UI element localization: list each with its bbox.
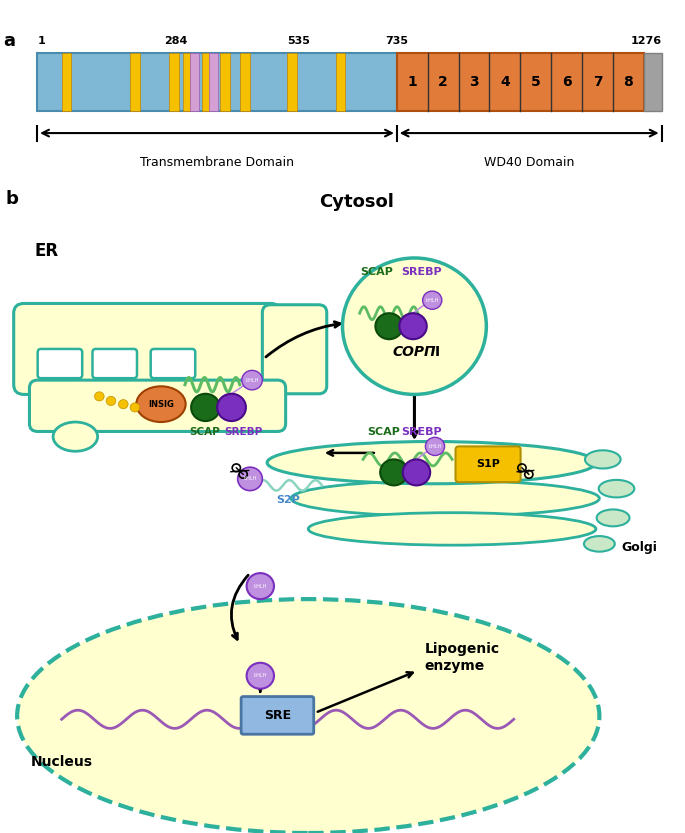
Text: a: a — [3, 32, 15, 50]
FancyBboxPatch shape — [456, 446, 521, 482]
Text: bHLH: bHLH — [253, 673, 267, 678]
Text: bHLH: bHLH — [253, 584, 267, 589]
Circle shape — [403, 460, 430, 486]
Circle shape — [95, 392, 104, 401]
Circle shape — [423, 291, 442, 309]
Bar — [62, 52, 71, 112]
Text: S1P: S1P — [476, 459, 499, 469]
Ellipse shape — [17, 599, 599, 833]
Text: 4: 4 — [500, 75, 510, 89]
Text: 6: 6 — [562, 75, 571, 89]
Text: INSIG: INSIG — [148, 400, 174, 409]
Circle shape — [375, 313, 403, 339]
Bar — [169, 52, 179, 112]
Bar — [130, 52, 140, 112]
Text: SREBP: SREBP — [401, 267, 442, 277]
Text: 535: 535 — [288, 36, 310, 46]
Text: COPΠ: COPΠ — [393, 345, 436, 359]
Text: SCAP: SCAP — [367, 426, 400, 436]
Text: SCAP: SCAP — [360, 267, 393, 277]
Circle shape — [425, 437, 445, 456]
Bar — [210, 52, 219, 112]
Text: bHLH: bHLH — [245, 377, 259, 382]
Text: 1276: 1276 — [630, 36, 662, 46]
Text: Lipogenic
enzyme: Lipogenic enzyme — [425, 642, 500, 673]
Text: I: I — [434, 345, 440, 359]
Bar — [240, 52, 250, 112]
Text: 735: 735 — [385, 36, 408, 46]
Circle shape — [247, 663, 274, 689]
Ellipse shape — [585, 451, 621, 468]
Text: 3: 3 — [469, 75, 479, 89]
Circle shape — [342, 258, 486, 394]
Circle shape — [130, 403, 140, 412]
Bar — [644, 52, 662, 112]
Circle shape — [242, 371, 262, 390]
Text: 1: 1 — [408, 75, 417, 89]
FancyBboxPatch shape — [14, 303, 281, 395]
Ellipse shape — [584, 536, 615, 551]
Bar — [190, 52, 199, 112]
Text: Golgi: Golgi — [622, 541, 658, 554]
Bar — [287, 52, 297, 112]
Bar — [336, 52, 345, 112]
Ellipse shape — [53, 422, 98, 451]
Ellipse shape — [291, 481, 599, 516]
Circle shape — [191, 394, 220, 421]
Ellipse shape — [41, 378, 96, 411]
Circle shape — [399, 313, 427, 339]
Ellipse shape — [267, 441, 596, 484]
Text: bHLH: bHLH — [243, 476, 257, 481]
Circle shape — [238, 467, 262, 491]
Text: 7: 7 — [593, 75, 602, 89]
Text: 5: 5 — [531, 75, 540, 89]
FancyBboxPatch shape — [37, 52, 397, 112]
Ellipse shape — [136, 387, 186, 422]
Circle shape — [247, 573, 274, 599]
FancyBboxPatch shape — [29, 380, 286, 431]
Circle shape — [106, 397, 116, 406]
FancyBboxPatch shape — [151, 349, 195, 378]
Bar — [220, 52, 230, 112]
Bar — [201, 52, 212, 112]
Circle shape — [119, 400, 128, 409]
Ellipse shape — [599, 480, 634, 497]
Circle shape — [380, 460, 408, 486]
Text: 1: 1 — [38, 36, 45, 46]
Text: SREBP: SREBP — [224, 426, 262, 437]
Text: Nucleus: Nucleus — [31, 755, 93, 769]
Text: 284: 284 — [164, 36, 188, 46]
Text: b: b — [5, 190, 18, 207]
Circle shape — [217, 394, 246, 421]
FancyBboxPatch shape — [38, 349, 82, 378]
Ellipse shape — [597, 510, 630, 526]
Text: bHLH: bHLH — [428, 444, 442, 449]
Text: 8: 8 — [623, 75, 634, 89]
Text: ER: ER — [34, 242, 58, 260]
Text: SRE: SRE — [264, 709, 291, 722]
Text: SCAP: SCAP — [189, 426, 219, 437]
FancyBboxPatch shape — [397, 52, 644, 112]
Text: 2: 2 — [438, 75, 448, 89]
Text: ⚬⚬: ⚬⚬ — [516, 467, 532, 477]
Text: S2P: S2P — [276, 496, 299, 506]
FancyBboxPatch shape — [92, 349, 137, 378]
FancyBboxPatch shape — [241, 696, 314, 734]
Ellipse shape — [308, 512, 596, 545]
Text: Transmembrane Domain: Transmembrane Domain — [140, 157, 294, 169]
Text: bHLH: bHLH — [425, 297, 439, 302]
Text: WD40 Domain: WD40 Domain — [484, 157, 574, 169]
FancyBboxPatch shape — [262, 305, 327, 394]
Text: Cytosol: Cytosol — [319, 193, 394, 211]
Text: SREBP: SREBP — [401, 426, 442, 436]
Bar — [183, 52, 192, 112]
